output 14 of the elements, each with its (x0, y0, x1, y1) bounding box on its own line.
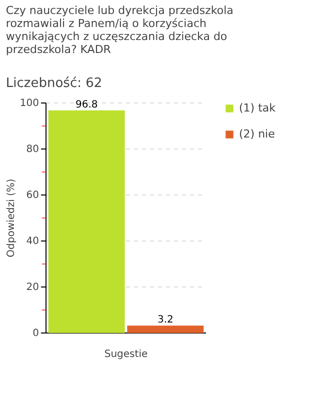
y-tick-label: 20 (26, 282, 39, 293)
legend-label: (1) tak (239, 102, 276, 114)
y-axis-title: Odpowiedzi (%) (6, 178, 17, 258)
data-label: 96.8 (75, 99, 98, 110)
y-tick-label: 80 (26, 144, 39, 155)
chart-subtitle: Liczebność: 62 (6, 76, 102, 91)
y-tick-label: 100 (20, 98, 39, 109)
y-tick-label: 60 (26, 190, 39, 201)
y-tick-label: 0 (32, 328, 39, 339)
legend-label: (2) nie (239, 128, 276, 140)
x-axis-title: Sugestie (104, 349, 148, 360)
chart-title: Czy nauczyciele lub dyrekcja przedszkola rozmawiali z Panem/ią o korzyściach wynikających z uczęszczania dziecka do przedszkola? KADR (6, 4, 234, 56)
data-label: 3.2 (157, 314, 174, 326)
y-tick-label: 40 (26, 236, 39, 247)
